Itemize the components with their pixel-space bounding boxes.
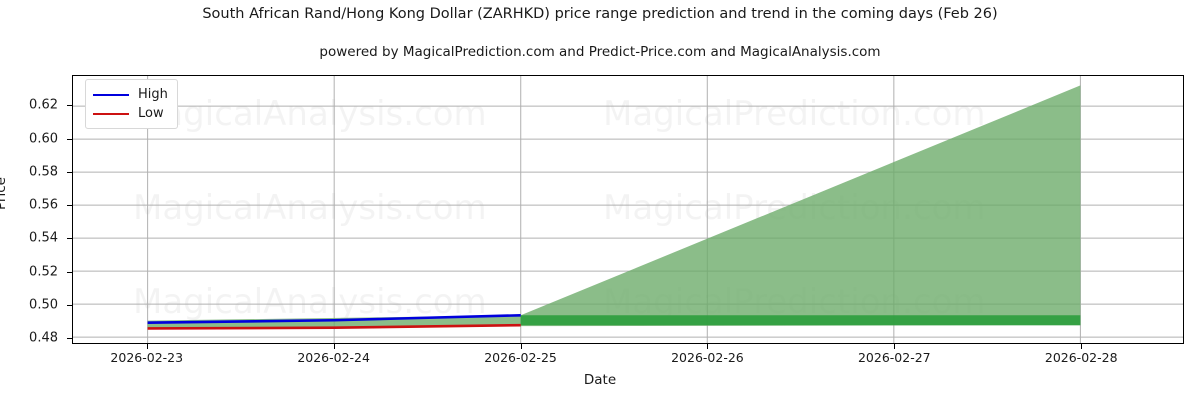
x-tick-mark [894, 344, 896, 349]
x-tick-mark [1081, 344, 1083, 349]
forecast-band [520, 315, 1081, 326]
legend-swatch-high [93, 93, 129, 96]
y-tick-label: 0.60 [29, 131, 58, 147]
x-tick-label: 2026-02-27 [857, 350, 931, 365]
y-tick-mark [67, 171, 72, 173]
series-lines [148, 315, 521, 328]
legend-swatch-low [93, 112, 129, 115]
x-tick-label: 2026-02-26 [671, 350, 744, 365]
legend-item-high[interactable]: High [93, 85, 168, 104]
x-tick-mark [146, 344, 148, 349]
chart-title: South African Rand/Hong Kong Dollar (ZAR… [202, 6, 998, 22]
y-tick-mark [67, 304, 72, 306]
y-tick-label: 0.58 [29, 164, 58, 180]
y-tick-mark [67, 138, 72, 140]
y-tick-mark [67, 105, 72, 107]
plot-area: MagicalAnalysis.comMagicalPrediction.com… [72, 75, 1184, 344]
x-tick-label: 2026-02-24 [297, 350, 370, 365]
x-tick-mark [333, 344, 335, 349]
plot-svg [73, 76, 1183, 343]
y-tick-label: 0.52 [29, 264, 58, 280]
legend-label: Low [138, 106, 164, 121]
y-tick-mark [67, 271, 72, 273]
x-tick-mark [520, 344, 522, 349]
y-tick-mark [67, 238, 72, 240]
y-tick-label: 0.56 [29, 197, 58, 213]
chart-subtitle: powered by MagicalPrediction.com and Pre… [319, 44, 881, 60]
x-tick-mark [707, 344, 709, 349]
y-tick-label: 0.48 [29, 330, 58, 346]
forecast-cone [147, 85, 1081, 329]
y-axis-label: Price [0, 177, 9, 210]
y-tick-label: 0.62 [29, 97, 58, 113]
legend-item-low[interactable]: Low [93, 104, 168, 123]
x-axis-label: Date [583, 372, 617, 388]
chart-legend: High Low [85, 79, 178, 129]
y-tick-mark [67, 338, 72, 340]
legend-label: High [138, 87, 168, 102]
y-tick-label: 0.54 [29, 230, 58, 246]
y-tick-mark [67, 205, 72, 207]
x-tick-label: 2026-02-23 [110, 350, 184, 365]
x-tick-label: 2026-02-28 [1044, 350, 1118, 365]
x-tick-label: 2026-02-25 [484, 350, 557, 365]
y-tick-label: 0.50 [29, 297, 58, 313]
